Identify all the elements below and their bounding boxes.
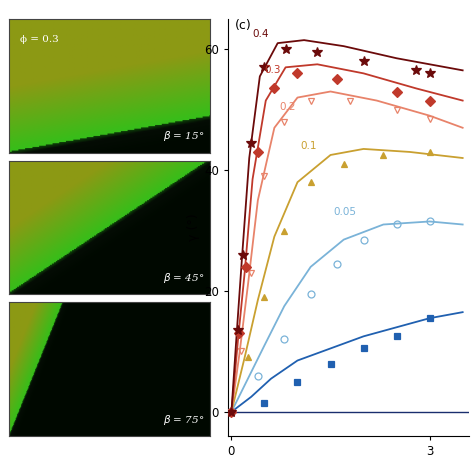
- Text: 0.05: 0.05: [334, 208, 357, 218]
- Text: 0.2: 0.2: [279, 101, 295, 111]
- Y-axis label: γ (°): γ (°): [187, 214, 200, 241]
- Text: 0.4: 0.4: [253, 29, 269, 39]
- Text: $\beta$ = 75°: $\beta$ = 75°: [163, 413, 204, 427]
- Text: $\beta$ = 45°: $\beta$ = 45°: [163, 271, 204, 285]
- Text: 0.1: 0.1: [301, 141, 317, 151]
- Text: (c): (c): [235, 19, 251, 32]
- Text: 0.3: 0.3: [264, 65, 281, 75]
- Text: ϕ = 0.3: ϕ = 0.3: [19, 35, 58, 44]
- Text: $\beta$ = 15°: $\beta$ = 15°: [163, 129, 204, 143]
